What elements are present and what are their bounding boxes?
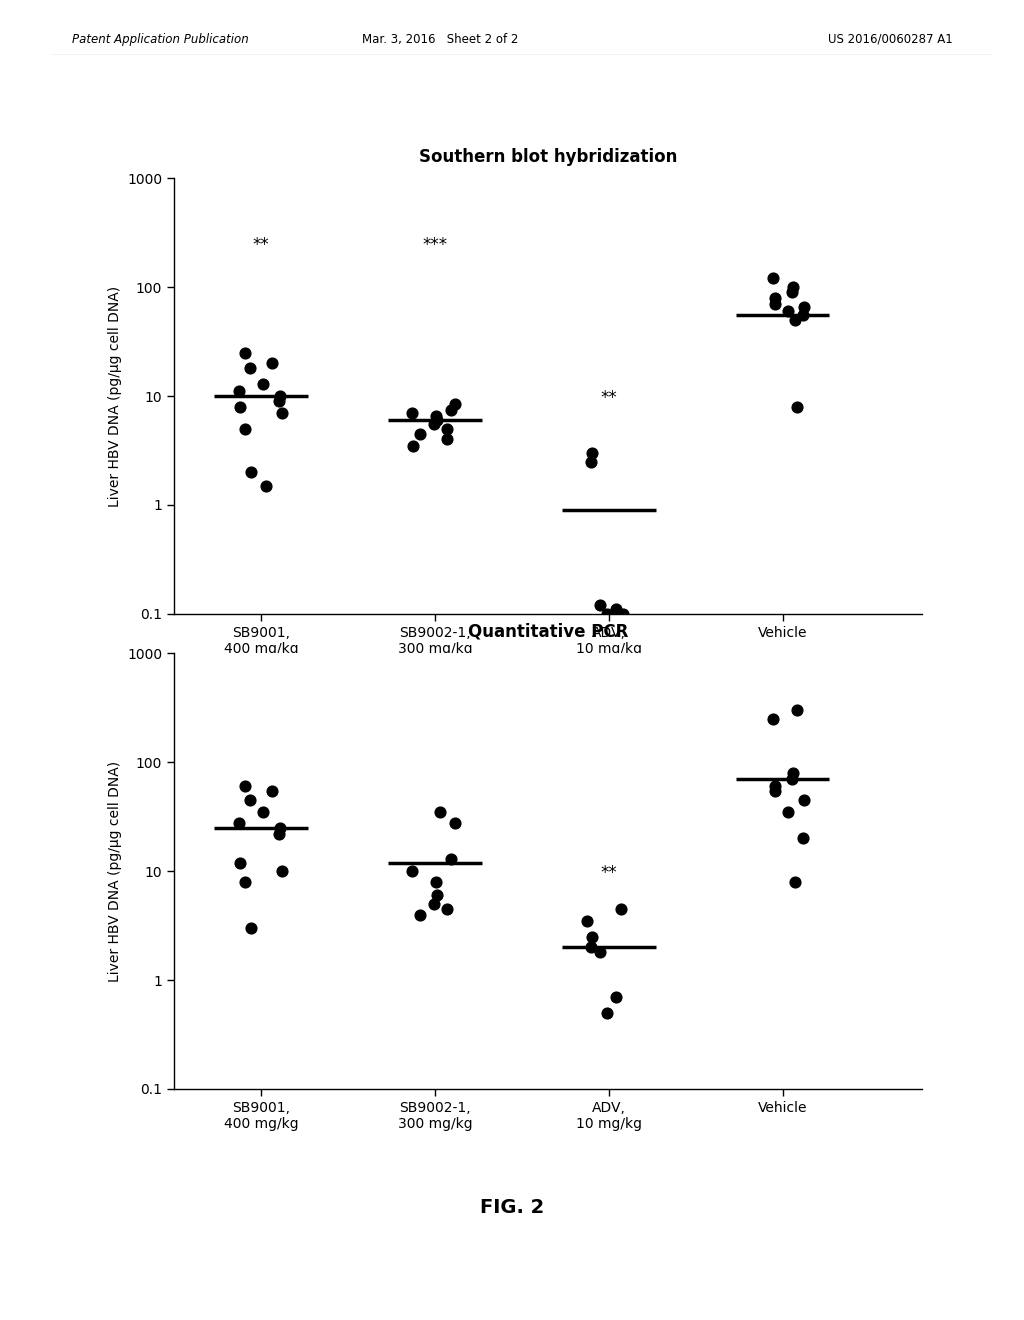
Point <box>786 309 803 330</box>
Point <box>242 358 258 379</box>
Point <box>579 911 595 932</box>
Point <box>263 352 280 374</box>
Point <box>795 305 811 326</box>
Point <box>426 894 442 915</box>
Point <box>608 986 625 1007</box>
Point <box>404 436 421 457</box>
Point <box>431 801 447 822</box>
Text: **: ** <box>600 388 617 407</box>
Point <box>429 409 445 430</box>
Point <box>767 776 783 797</box>
Point <box>592 941 608 962</box>
Point <box>243 462 259 483</box>
Point <box>426 413 442 434</box>
Point <box>767 293 783 314</box>
Point <box>254 801 270 822</box>
Point <box>429 884 445 906</box>
Point <box>404 403 421 424</box>
Point <box>784 762 801 783</box>
Point <box>231 396 248 417</box>
Point <box>765 709 781 730</box>
Text: Patent Application Publication: Patent Application Publication <box>72 33 249 46</box>
Point <box>238 342 254 363</box>
Point <box>599 603 615 624</box>
Y-axis label: Liver HBV DNA (pg/µg cell DNA): Liver HBV DNA (pg/µg cell DNA) <box>108 760 122 982</box>
Text: **: ** <box>253 236 269 255</box>
Point <box>412 424 428 445</box>
Point <box>231 851 248 873</box>
Point <box>592 594 608 615</box>
Point <box>584 442 600 463</box>
Point <box>614 603 631 624</box>
Point <box>271 385 288 407</box>
Point <box>242 789 258 810</box>
Point <box>442 849 459 870</box>
Point <box>795 828 811 849</box>
Point <box>612 899 629 920</box>
Text: Mar. 3, 2016   Sheet 2 of 2: Mar. 3, 2016 Sheet 2 of 2 <box>362 33 518 46</box>
Point <box>428 405 444 426</box>
Point <box>438 899 455 920</box>
Point <box>765 268 781 289</box>
Point <box>784 276 801 297</box>
Point <box>237 418 253 440</box>
Point <box>254 374 270 395</box>
Text: ***: *** <box>422 236 447 255</box>
Point <box>428 871 444 892</box>
Point <box>767 286 783 308</box>
Point <box>271 391 288 412</box>
Point <box>238 776 254 797</box>
Point <box>780 801 797 822</box>
Title: Quantitative PCR: Quantitative PCR <box>468 623 628 640</box>
Point <box>583 451 599 473</box>
Point <box>790 396 806 417</box>
Text: FIG. 2: FIG. 2 <box>480 1199 544 1217</box>
Point <box>608 599 625 620</box>
Point <box>796 789 812 810</box>
Point <box>271 824 288 845</box>
Point <box>438 429 455 450</box>
Point <box>263 780 280 801</box>
Point <box>438 418 455 440</box>
Point <box>271 817 288 838</box>
Y-axis label: Liver HBV DNA (pg/µg cell DNA): Liver HBV DNA (pg/µg cell DNA) <box>108 285 122 507</box>
Point <box>446 393 463 414</box>
Point <box>237 871 253 892</box>
Point <box>583 937 599 958</box>
Point <box>243 917 259 939</box>
Text: US 2016/0060287 A1: US 2016/0060287 A1 <box>827 33 952 46</box>
Point <box>584 927 600 948</box>
Point <box>412 904 428 925</box>
Point <box>786 871 803 892</box>
Point <box>273 861 290 882</box>
Point <box>796 297 812 318</box>
Point <box>446 812 463 833</box>
Point <box>599 1002 615 1023</box>
Point <box>767 780 783 801</box>
Point <box>442 399 459 420</box>
Point <box>404 861 421 882</box>
Point <box>258 475 274 496</box>
Point <box>783 281 800 302</box>
Point <box>273 403 290 424</box>
Text: **: ** <box>600 863 617 882</box>
Point <box>780 301 797 322</box>
Point <box>230 381 247 403</box>
Point <box>783 768 800 789</box>
Point <box>788 700 805 721</box>
Title: Southern blot hybridization: Southern blot hybridization <box>419 148 677 165</box>
Point <box>230 812 247 833</box>
